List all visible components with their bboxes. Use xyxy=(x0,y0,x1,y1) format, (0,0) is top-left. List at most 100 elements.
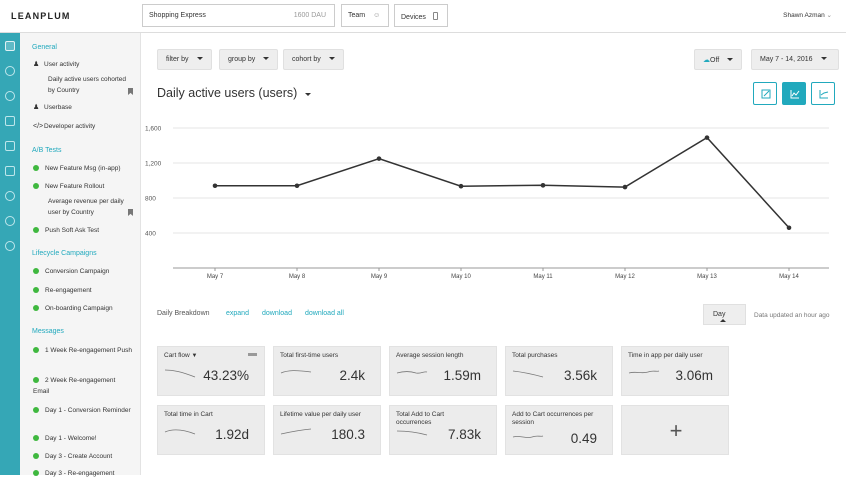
sidebar-item-label: 2 Week Re-engagement Email xyxy=(33,377,116,395)
data-point[interactable] xyxy=(458,183,464,189)
users-icon[interactable] xyxy=(5,216,15,226)
sidebar-item-ab-test[interactable]: New Feature Rollout xyxy=(33,182,104,192)
comparison-toggle[interactable]: ☁Off xyxy=(694,49,743,70)
caret-down-icon xyxy=(196,57,203,60)
metric-card[interactable]: Add to Cart occurrences per session 0.49 xyxy=(505,405,613,455)
caret-down-icon xyxy=(820,57,827,60)
metric-label: Total purchases xyxy=(512,352,558,359)
add-metric-card[interactable]: + xyxy=(621,405,729,455)
sidebar-item-campaign[interactable]: Conversion Campaign xyxy=(33,267,109,277)
sparkline-icon xyxy=(164,369,196,378)
sparkline-icon xyxy=(396,371,428,374)
team-label: Team xyxy=(348,12,366,19)
data-point[interactable] xyxy=(622,184,628,190)
x-tick-label: May 14 xyxy=(779,274,799,280)
download-all-link[interactable]: download all xyxy=(305,310,344,317)
status-dot-icon xyxy=(33,435,39,441)
data-point[interactable] xyxy=(294,183,300,189)
metric-value: 7.83k xyxy=(447,427,481,442)
x-tick-label: May 11 xyxy=(533,274,553,280)
data-point[interactable] xyxy=(376,156,382,161)
app-selector[interactable]: Shopping Express 1600 DAU xyxy=(142,4,335,27)
sidebar-item-userbase[interactable]: ♟ Userbase xyxy=(33,103,72,113)
sidebar-item-label: 1 Week Re-engagement Push xyxy=(45,347,132,354)
metric-card[interactable]: Total Add to Cart occurrences 7.83k xyxy=(389,405,497,455)
metric-value: 180.3 xyxy=(331,427,365,442)
user-menu[interactable]: Shawn Azman ⌄ xyxy=(783,11,832,19)
bookmark-icon[interactable] xyxy=(128,88,133,95)
metric-label: Cart flow ▼ xyxy=(164,352,198,359)
analytics-icon[interactable] xyxy=(5,41,15,51)
sidebar: General ♟ User activity Daily active user… xyxy=(20,33,141,477)
data-point[interactable] xyxy=(540,183,546,188)
user-icon: ☺ xyxy=(373,12,381,19)
sidebar-item-ab-test[interactable]: New Feature Msg (in-app) xyxy=(33,164,121,174)
metric-card[interactable]: Total purchases 3.56k xyxy=(505,346,613,396)
filter-by-label: filter by xyxy=(166,56,189,63)
sidebar-item-message[interactable]: Day 3 - Create Account xyxy=(33,452,112,462)
filter-by-button[interactable]: filter by xyxy=(157,49,212,70)
sidebar-item-message[interactable]: Day 1 - Welcome! xyxy=(33,434,97,444)
status-dot-icon xyxy=(33,347,39,353)
sidebar-item-message[interactable]: Day 3 - Re-engagement xyxy=(33,469,114,479)
metric-value: 1.92d xyxy=(215,427,249,442)
metric-card[interactable]: Lifetime value per daily user 180.3 xyxy=(273,405,381,455)
devices-button[interactable]: Devices xyxy=(394,4,448,27)
table-icon[interactable] xyxy=(5,116,15,126)
sidebar-item-developer-activity[interactable]: </>Developer activity xyxy=(33,122,95,132)
cohort-by-button[interactable]: cohort by xyxy=(283,49,344,70)
status-dot-icon xyxy=(33,165,39,171)
card-menu-icon[interactable] xyxy=(248,353,257,356)
sidebar-subitem-dau-country[interactable]: Daily active users cohorted by Country xyxy=(48,76,127,94)
data-point[interactable] xyxy=(212,183,218,189)
metric-label: Time in app per daily user xyxy=(628,352,703,359)
sidebar-item-campaign[interactable]: Re-engagement xyxy=(33,286,92,296)
sidebar-item-user-activity[interactable]: ♟ User activity xyxy=(33,60,79,70)
page-title-text: Daily active users (users) xyxy=(157,86,298,100)
download-link[interactable]: download xyxy=(262,310,292,317)
area-chart-icon xyxy=(819,90,829,99)
metric-card[interactable]: Total first-time users 2.4k xyxy=(273,346,381,396)
line-chart-view-button[interactable] xyxy=(782,82,806,105)
caret-down-icon xyxy=(263,57,270,60)
page-title[interactable]: Daily active users (users) xyxy=(157,86,312,100)
sidebar-item-ab-test[interactable]: Push Soft Ask Test xyxy=(33,226,99,236)
y-tick-label: 800 xyxy=(145,196,156,203)
area-chart-view-button[interactable] xyxy=(811,82,835,105)
sparkline-icon xyxy=(280,428,312,435)
gear-icon[interactable] xyxy=(5,241,15,251)
globe-icon[interactable] xyxy=(5,66,15,76)
group-by-button[interactable]: group by xyxy=(219,49,279,70)
data-point[interactable] xyxy=(704,135,710,140)
bookmark-icon[interactable] xyxy=(128,209,133,216)
metric-card[interactable]: Cart flow ▼ 43.23% xyxy=(157,346,265,396)
app-name: Shopping Express xyxy=(149,12,206,19)
sparkline-icon xyxy=(164,429,196,435)
metric-label: Add to Cart occurrences per session xyxy=(512,411,594,426)
metric-value: 43.23% xyxy=(203,368,249,383)
sidebar-item-message[interactable]: 1 Week Re-engagement Push xyxy=(33,345,133,356)
date-range-picker[interactable]: May 7 - 14, 2016 xyxy=(751,49,839,70)
tools-icon[interactable] xyxy=(5,141,15,151)
metric-card[interactable]: Average session length 1.59m xyxy=(389,346,497,396)
metric-card[interactable]: Time in app per daily user 3.06m xyxy=(621,346,729,396)
folder-icon[interactable] xyxy=(5,166,15,176)
sidebar-item-label: Userbase xyxy=(44,104,72,111)
metric-label: Total first-time users xyxy=(280,352,339,359)
sidebar-item-message[interactable]: Day 1 - Conversion Reminder xyxy=(33,405,133,416)
puzzle-icon[interactable] xyxy=(5,191,15,201)
sparkline-icon xyxy=(396,430,428,436)
metric-card[interactable]: Total time in Cart 1.92d xyxy=(157,405,265,455)
team-button[interactable]: Team ☺ xyxy=(341,4,389,27)
sidebar-item-message[interactable]: 2 Week Re-engagement Email xyxy=(33,375,133,397)
data-point[interactable] xyxy=(786,225,792,231)
message-icon[interactable] xyxy=(5,91,15,101)
expand-link[interactable]: expand xyxy=(226,310,249,317)
sidebar-item-label: Re-engagement xyxy=(45,287,92,294)
edit-chart-button[interactable] xyxy=(753,82,777,105)
sidebar-subitem-arpu-country[interactable]: Average revenue per daily user by Countr… xyxy=(48,198,124,216)
group-by-label: group by xyxy=(228,56,256,63)
granularity-select[interactable]: Day xyxy=(703,304,746,325)
sidebar-item-campaign[interactable]: On-boarding Campaign xyxy=(33,304,113,314)
caret-down-icon xyxy=(727,58,734,61)
